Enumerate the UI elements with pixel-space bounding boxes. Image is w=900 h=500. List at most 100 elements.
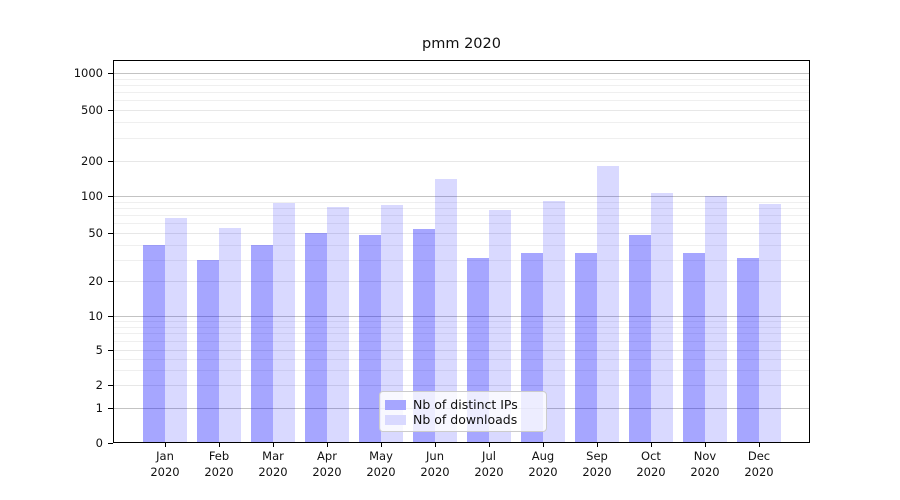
legend-item-downloads: Nb of downloads <box>385 412 538 427</box>
y-tick-mark-2 <box>108 385 113 386</box>
legend: Nb of distinct IPs Nb of downloads <box>379 391 547 432</box>
x-tick-mark-jul <box>489 443 490 447</box>
chart-title: pmm 2020 <box>422 36 501 52</box>
y-tick-mark-1000 <box>108 73 113 74</box>
x-tick-label-sep: Sep 2020 <box>582 449 612 479</box>
y-tick-mark-0 <box>108 443 113 444</box>
x-tick-label-jun: Jun 2020 <box>420 449 450 479</box>
x-tick-label-jan: Jan 2020 <box>150 449 180 479</box>
plot-area: Nb of distinct IPs Nb of downloads <box>113 60 810 443</box>
gridline-300 <box>114 138 809 140</box>
gridline-7 <box>114 333 809 335</box>
x-tick-mark-apr <box>327 443 328 447</box>
gridline-800 <box>114 84 809 86</box>
x-tick-mark-dec <box>759 443 760 447</box>
bar-downloads-apr <box>327 207 349 442</box>
x-tick-label-aug: Aug 2020 <box>528 449 558 479</box>
gridline-2 <box>114 385 809 386</box>
bar-downloads-aug <box>543 201 565 442</box>
x-tick-label-dec: Dec 2020 <box>744 449 774 479</box>
gridline-30 <box>114 259 809 261</box>
y-tick-mark-200 <box>108 161 113 162</box>
bar-distinct-ips-apr <box>305 233 327 442</box>
bar-distinct-ips-feb <box>197 259 219 442</box>
bar-distinct-ips-may <box>359 235 381 442</box>
bar-distinct-ips-jun <box>413 228 435 442</box>
x-tick-label-may: May 2020 <box>366 449 396 479</box>
gridline-400 <box>114 122 809 124</box>
gridline-8 <box>114 326 809 328</box>
y-tick-mark-50 <box>108 233 113 234</box>
gridline-600 <box>114 100 809 102</box>
gridline-700 <box>114 92 809 94</box>
bar-distinct-ips-jan <box>143 244 165 442</box>
legend-label-distinct-ips: Nb of distinct IPs <box>413 397 518 412</box>
gridline-40 <box>114 244 809 246</box>
bar-distinct-ips-dec <box>737 258 759 442</box>
gridline-80 <box>114 207 809 209</box>
x-tick-label-mar: Mar 2020 <box>258 449 288 479</box>
y-tick-mark-1 <box>108 408 113 409</box>
bar-downloads-feb <box>219 227 241 442</box>
bar-downloads-jul <box>489 209 511 442</box>
gridline-200 <box>114 161 809 162</box>
gridline-70 <box>114 215 809 217</box>
bar-downloads-dec <box>759 204 781 442</box>
bar-distinct-ips-nov <box>683 253 705 442</box>
x-tick-mark-may <box>381 443 382 447</box>
y-tick-label-100: 100 <box>81 189 103 203</box>
gridline-900 <box>114 78 809 80</box>
y-tick-label-50: 50 <box>88 226 103 240</box>
bar-downloads-jun <box>435 179 457 442</box>
bar-downloads-mar <box>273 203 295 442</box>
x-tick-label-jul: Jul 2020 <box>474 449 504 479</box>
gridline-4 <box>114 358 809 360</box>
y-tick-label-1: 1 <box>95 401 103 415</box>
x-tick-mark-nov <box>705 443 706 447</box>
y-tick-mark-20 <box>108 281 113 282</box>
legend-label-downloads: Nb of downloads <box>413 412 518 427</box>
x-tick-mark-sep <box>597 443 598 447</box>
bar-downloads-nov <box>705 196 727 442</box>
y-tick-mark-10 <box>108 316 113 317</box>
gridline-6 <box>114 341 809 343</box>
bar-distinct-ips-oct <box>629 235 651 442</box>
y-tick-label-10: 10 <box>88 309 103 323</box>
x-tick-label-feb: Feb 2020 <box>204 449 234 479</box>
bar-downloads-oct <box>651 192 673 442</box>
y-tick-label-0: 0 <box>95 436 103 450</box>
x-tick-mark-mar <box>273 443 274 447</box>
x-tick-mark-oct <box>651 443 652 447</box>
x-tick-label-apr: Apr 2020 <box>312 449 342 479</box>
bar-downloads-jan <box>165 218 187 442</box>
gridline-9 <box>114 321 809 323</box>
bar-downloads-sep <box>597 166 619 442</box>
y-tick-label-5: 5 <box>95 343 103 357</box>
gridline-50 <box>114 233 809 234</box>
x-tick-label-oct: Oct 2020 <box>636 449 666 479</box>
y-tick-mark-100 <box>108 196 113 197</box>
x-tick-mark-aug <box>543 443 544 447</box>
bar-distinct-ips-mar <box>251 244 273 442</box>
gridline-5 <box>114 350 809 351</box>
gridline-3 <box>114 369 809 371</box>
gridline-20 <box>114 281 809 282</box>
y-tick-mark-5 <box>108 350 113 351</box>
gridline-10 <box>114 316 809 317</box>
gridline-500 <box>114 110 809 111</box>
y-tick-mark-500 <box>108 110 113 111</box>
y-tick-label-20: 20 <box>88 274 103 288</box>
bar-distinct-ips-sep <box>575 253 597 442</box>
y-tick-label-500: 500 <box>81 103 103 117</box>
gridline-1000 <box>114 73 809 74</box>
y-tick-label-2: 2 <box>95 378 103 392</box>
y-tick-label-1000: 1000 <box>73 66 103 80</box>
gridline-90 <box>114 201 809 203</box>
legend-item-distinct-ips: Nb of distinct IPs <box>385 397 538 412</box>
gridline-100 <box>114 196 809 197</box>
legend-swatch-downloads <box>385 414 406 425</box>
x-tick-mark-feb <box>219 443 220 447</box>
x-tick-label-nov: Nov 2020 <box>690 449 720 479</box>
x-tick-mark-jan <box>165 443 166 447</box>
